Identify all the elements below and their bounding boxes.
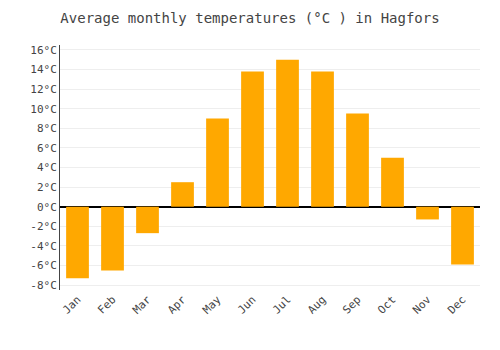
- svg-text:Jul: Jul: [270, 293, 293, 316]
- svg-text:Apr: Apr: [165, 293, 189, 317]
- svg-text:Feb: Feb: [95, 293, 118, 316]
- svg-text:14°C: 14°C: [30, 63, 57, 76]
- svg-text:Oct: Oct: [375, 293, 398, 316]
- svg-text:16°C: 16°C: [30, 44, 57, 57]
- svg-text:10°C: 10°C: [30, 103, 57, 116]
- svg-text:-2°C: -2°C: [30, 220, 57, 233]
- svg-text:4°C: 4°C: [37, 161, 57, 174]
- svg-text:Mar: Mar: [130, 293, 154, 317]
- svg-text:0°C: 0°C: [37, 201, 57, 214]
- svg-text:Sep: Sep: [340, 293, 363, 316]
- svg-text:2°C: 2°C: [37, 181, 57, 194]
- svg-text:8°C: 8°C: [37, 122, 57, 135]
- svg-text:May: May: [200, 293, 224, 317]
- svg-text:6°C: 6°C: [37, 142, 57, 155]
- svg-text:-6°C: -6°C: [30, 259, 57, 272]
- svg-text:Jun: Jun: [235, 293, 258, 316]
- svg-text:Average monthly temperatures (: Average monthly temperatures (°C ) in Ha…: [60, 10, 439, 26]
- svg-text:-4°C: -4°C: [30, 240, 57, 253]
- svg-text:Jan: Jan: [60, 293, 83, 316]
- svg-text:-8°C: -8°C: [30, 279, 57, 292]
- svg-text:Aug: Aug: [305, 293, 328, 316]
- svg-text:Dec: Dec: [445, 293, 468, 316]
- svg-text:12°C: 12°C: [30, 83, 57, 96]
- svg-text:Nov: Nov: [410, 293, 434, 317]
